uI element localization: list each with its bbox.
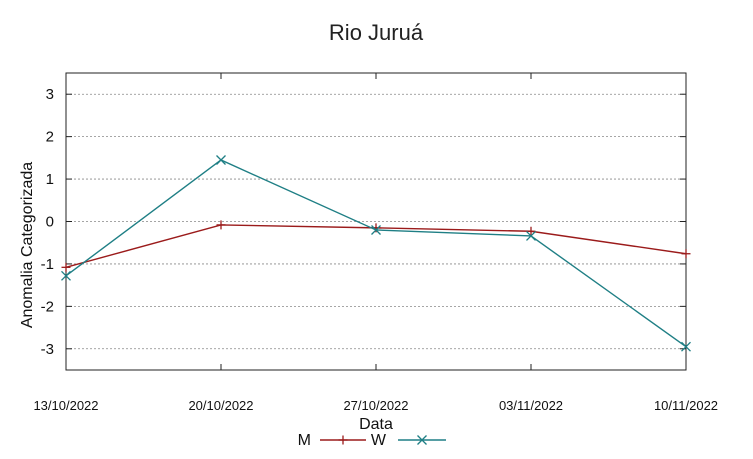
y-tick-label: -1 xyxy=(41,256,54,273)
x-marker xyxy=(417,435,427,445)
x-marker xyxy=(681,341,691,352)
x-tick-label: 27/10/2022 xyxy=(343,398,408,413)
x-tick-label: 20/10/2022 xyxy=(188,398,253,413)
plus-marker xyxy=(681,249,691,259)
x-tick-label: 13/10/2022 xyxy=(33,398,98,413)
plus-marker xyxy=(526,226,536,236)
legend-entry-w: W xyxy=(371,432,446,449)
x-axis-ticks: 13/10/2022 20/10/2022 27/10/2022 03/11/2022… xyxy=(33,73,718,413)
x-marker xyxy=(216,155,226,165)
legend-label: W xyxy=(371,432,387,449)
y-tick-label: -2 xyxy=(41,298,54,315)
y-tick-label: 2 xyxy=(46,129,54,146)
x-tick-label: 10/11/2022 xyxy=(654,398,718,413)
x-tick-label: 03/11/2022 xyxy=(499,398,563,413)
chart-title: Rio Juruá xyxy=(329,20,424,45)
y-axis-label: Anomalia Categorizada xyxy=(19,162,36,328)
y-tick-label: 1 xyxy=(46,171,54,188)
grid-lines xyxy=(66,93,686,350)
x-marker xyxy=(61,270,71,281)
plus-marker xyxy=(216,220,226,230)
x-marker xyxy=(526,230,536,241)
y-tick-label: -3 xyxy=(41,341,54,358)
legend-label: M xyxy=(298,432,311,449)
y-axis-ticks: 3 2 1 0 -1 -2 -3 xyxy=(41,86,686,358)
series-line xyxy=(65,159,687,348)
series-w xyxy=(61,155,691,352)
plus-marker xyxy=(338,435,348,445)
y-tick-label: 3 xyxy=(46,86,54,103)
x-axis-label: Data xyxy=(359,416,393,433)
y-tick-label: 0 xyxy=(46,214,54,231)
x-marker xyxy=(371,225,381,235)
legend-entry-m: M xyxy=(298,432,366,449)
series-layer xyxy=(61,155,691,352)
plus-marker xyxy=(61,262,71,272)
